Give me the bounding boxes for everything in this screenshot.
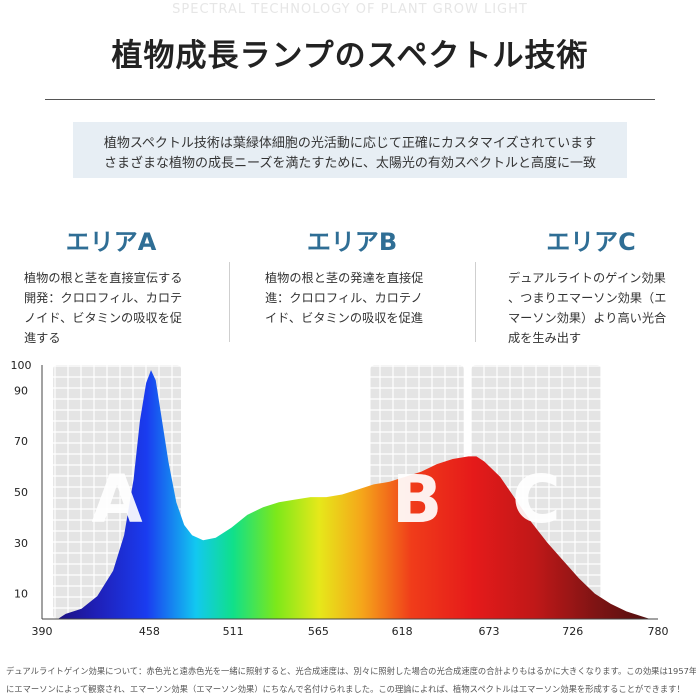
zone-label: C xyxy=(512,461,560,538)
y-tick-label: 90 xyxy=(14,384,28,397)
area-b-desc-line: 進：クロロフィル、カロテノ xyxy=(265,291,423,305)
area-a-description: 植物の根と茎を直接宣伝する 開発：クロロフィル、カロテ ノイド、ビタミンの吸収を… xyxy=(24,268,204,348)
area-c-description: デュアルライトのゲイン効果 、つまりエマーソン効果（エ マーソン効果）より高い光… xyxy=(508,268,688,348)
title-divider xyxy=(45,99,655,100)
x-tick-label: 390 xyxy=(32,625,53,638)
area-c-desc-line: 、つまりエマーソン効果（エ xyxy=(508,291,667,305)
area-b-description: 植物の根と茎の発達を直接促 進：クロロフィル、カロテノ イド、ビタミンの吸収を促… xyxy=(265,268,445,328)
x-tick-label: 511 xyxy=(223,625,244,638)
area-b-desc-line: 植物の根と茎の発達を直接促 xyxy=(265,271,424,285)
info-line-2: さまざまな植物の成長ニーズを満たすために、太陽光の有効スペクトルと高度に一致 xyxy=(103,156,597,171)
area-b-title: エリアB xyxy=(306,228,398,256)
zone-label: B xyxy=(392,461,442,538)
y-tick-label: 10 xyxy=(14,588,28,601)
area-c-desc-line: マーソン効果）より高い光合 xyxy=(508,311,667,325)
footnote-line-1: デュアルライトゲイン効果について：赤色光と遠赤色光を一緒に照射すると、光合成速度… xyxy=(6,666,696,676)
x-tick-label: 673 xyxy=(478,625,499,638)
area-b-desc-line: イド、ビタミンの吸収を促進 xyxy=(265,311,423,325)
x-tick-label: 565 xyxy=(308,625,329,638)
y-tick-label: 50 xyxy=(14,486,28,499)
area-a-desc-line: 開発：クロロフィル、カロテ xyxy=(24,291,183,305)
page-title: 植物成長ランプのスペクトル技術 xyxy=(111,38,589,74)
footnote-line-2: にエマーソンによって観察され、エマーソン効果（エマーソン効果）にちなんで名付けら… xyxy=(6,684,685,694)
area-a-desc-line: ノイド、ビタミンの吸収を促 xyxy=(24,311,182,325)
x-tick-label: 618 xyxy=(392,625,413,638)
x-tick-label: 458 xyxy=(139,625,160,638)
area-c-desc-line: 成を生み出す xyxy=(508,331,582,345)
area-a-desc-line: 植物の根と茎を直接宣伝する xyxy=(24,271,183,285)
area-a-title: エリアA xyxy=(65,228,157,256)
y-tick-label: 100 xyxy=(11,359,32,372)
area-a-desc-line: 進する xyxy=(24,331,61,345)
info-box: 植物スペクトル技術は葉緑体細胞の光活動に応じて正確にカスタマイズされています さ… xyxy=(73,122,627,178)
area-c-title: エリアC xyxy=(546,228,636,256)
area-separator xyxy=(475,262,476,342)
y-tick-label: 70 xyxy=(14,435,28,448)
header-watermark: SPECTRAL TECHNOLOGY OF PLANT GROW LIGHT xyxy=(172,2,528,17)
zone-label: A xyxy=(91,461,142,538)
x-tick-label: 726 xyxy=(562,625,583,638)
area-separator xyxy=(229,262,230,342)
x-tick-label: 780 xyxy=(648,625,669,638)
spectrum-area xyxy=(57,370,651,619)
y-tick-label: 30 xyxy=(14,537,28,550)
info-line-1: 植物スペクトル技術は葉緑体細胞の光活動に応じて正確にカスタマイズされています xyxy=(103,136,597,151)
area-c-desc-line: デュアルライトのゲイン効果 xyxy=(508,271,666,285)
